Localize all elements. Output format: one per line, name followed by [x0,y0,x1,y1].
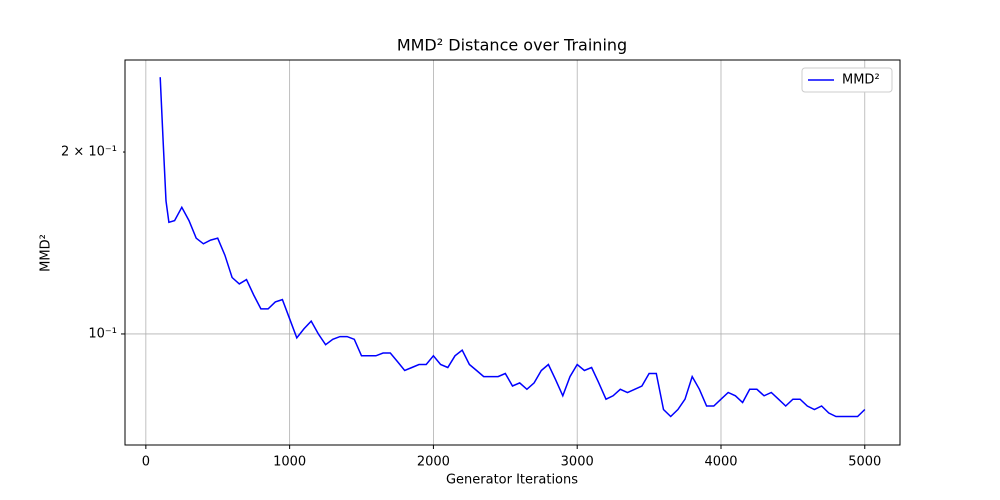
legend-label: MMD² [842,73,880,88]
x-tick-label: 3000 [561,455,594,470]
x-axis-label: Generator Iterations [446,473,578,488]
x-tick-label: 4000 [704,455,737,470]
x-tick-label: 2000 [417,455,450,470]
plot-frame [124,59,901,446]
y-axis-label: MMD² [39,234,54,272]
y-tick-label: 2 × 10⁻¹ [61,145,117,160]
chart-title: MMD² Distance over Training [397,36,627,55]
y-tick-label: 10⁻¹ [88,326,117,341]
legend-box [801,67,893,93]
data-line [159,77,866,418]
x-tick-label: 1000 [273,455,306,470]
x-tick-label: 5000 [848,455,881,470]
x-tick-label: 0 [142,455,150,470]
